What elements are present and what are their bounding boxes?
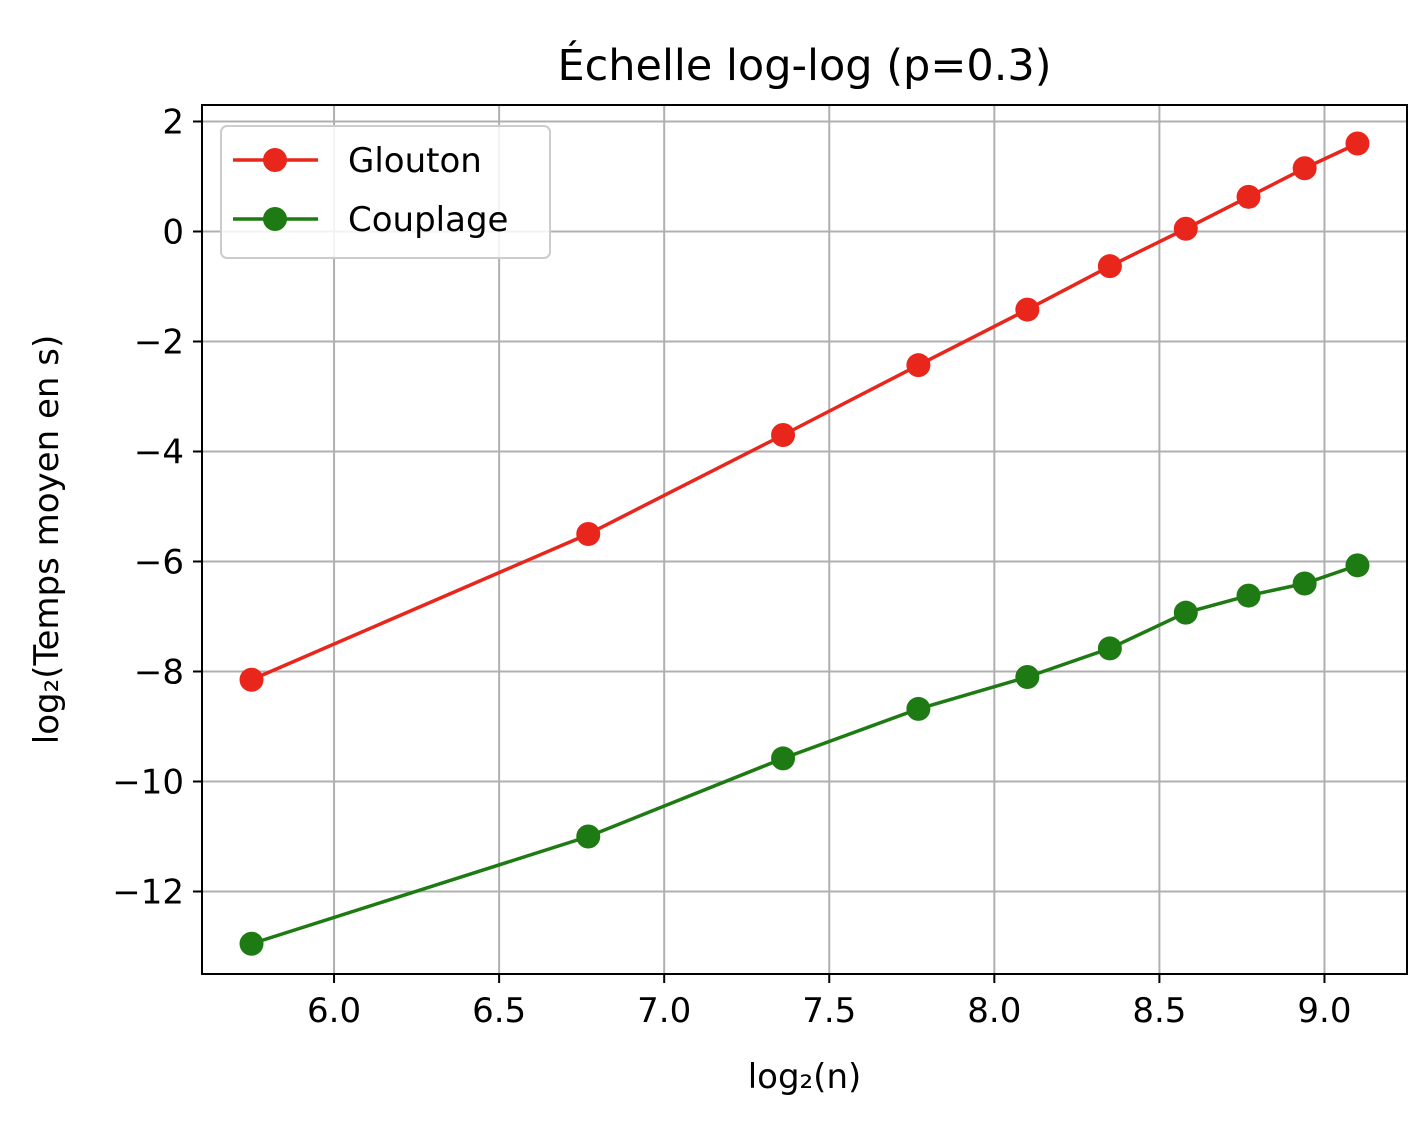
x-tick-label: 6.5 — [472, 991, 526, 1031]
data-point — [239, 667, 264, 692]
series-couplage — [239, 553, 1370, 956]
series-line — [250, 563, 1359, 946]
data-point — [1173, 600, 1198, 625]
data-point — [906, 353, 931, 378]
series-line — [250, 141, 1359, 682]
data-point — [576, 824, 601, 849]
data-point — [239, 931, 264, 956]
x-axis-label: log₂(n) — [748, 1057, 862, 1097]
data-point — [1345, 553, 1370, 578]
legend-marker — [263, 148, 287, 172]
legend-item-couplage: Couplage — [233, 200, 508, 240]
x-tick-label: 8.5 — [1132, 991, 1186, 1031]
legend-label: Glouton — [348, 141, 482, 181]
series-glouton — [239, 131, 1370, 692]
chart-title: Échelle log-log (p=0.3) — [557, 40, 1051, 91]
data-point — [1345, 131, 1370, 156]
y-tick-label: −4 — [134, 433, 184, 473]
y-axis-label: log₂(Temps moyen en s) — [27, 335, 67, 744]
data-point — [1097, 636, 1122, 661]
x-tick-label: 7.0 — [637, 991, 691, 1031]
data-point — [1236, 184, 1261, 209]
legend-item-glouton: Glouton — [233, 141, 482, 181]
x-tick-label: 7.5 — [802, 991, 856, 1031]
legend-label: Couplage — [348, 200, 508, 240]
axis-ticks: 6.0 6.5 7.0 7.5 8.0 8.5 9.0 2 0 −2 −4 −6 −8 −10 −12 — [112, 103, 1351, 1032]
y-tick-label: 0 — [162, 213, 184, 253]
y-tick-label: 2 — [162, 103, 184, 143]
x-tick-label: 8.0 — [967, 991, 1021, 1031]
legend-marker — [263, 207, 287, 231]
x-tick-label: 6.0 — [307, 991, 361, 1031]
data-point — [1173, 216, 1198, 241]
data-point — [1236, 583, 1261, 608]
y-tick-label: −2 — [134, 323, 184, 363]
data-point — [771, 423, 796, 447]
data-point — [1097, 254, 1122, 279]
y-tick-label: −10 — [112, 763, 184, 803]
y-tick-label: −6 — [134, 543, 184, 583]
data-point — [1292, 571, 1317, 596]
x-tick-label: 9.0 — [1297, 991, 1351, 1031]
data-point — [906, 696, 931, 721]
data-point — [576, 522, 601, 546]
data-point — [1292, 156, 1317, 181]
data-point — [1015, 665, 1040, 689]
data-point — [1015, 297, 1040, 322]
data-point — [771, 746, 796, 771]
grid — [202, 105, 1407, 974]
y-tick-label: −8 — [134, 653, 184, 693]
legend: Glouton Couplage — [220, 125, 551, 259]
series-layer — [239, 131, 1370, 956]
plot-frame — [201, 104, 1408, 975]
y-tick-label: −12 — [112, 873, 184, 913]
